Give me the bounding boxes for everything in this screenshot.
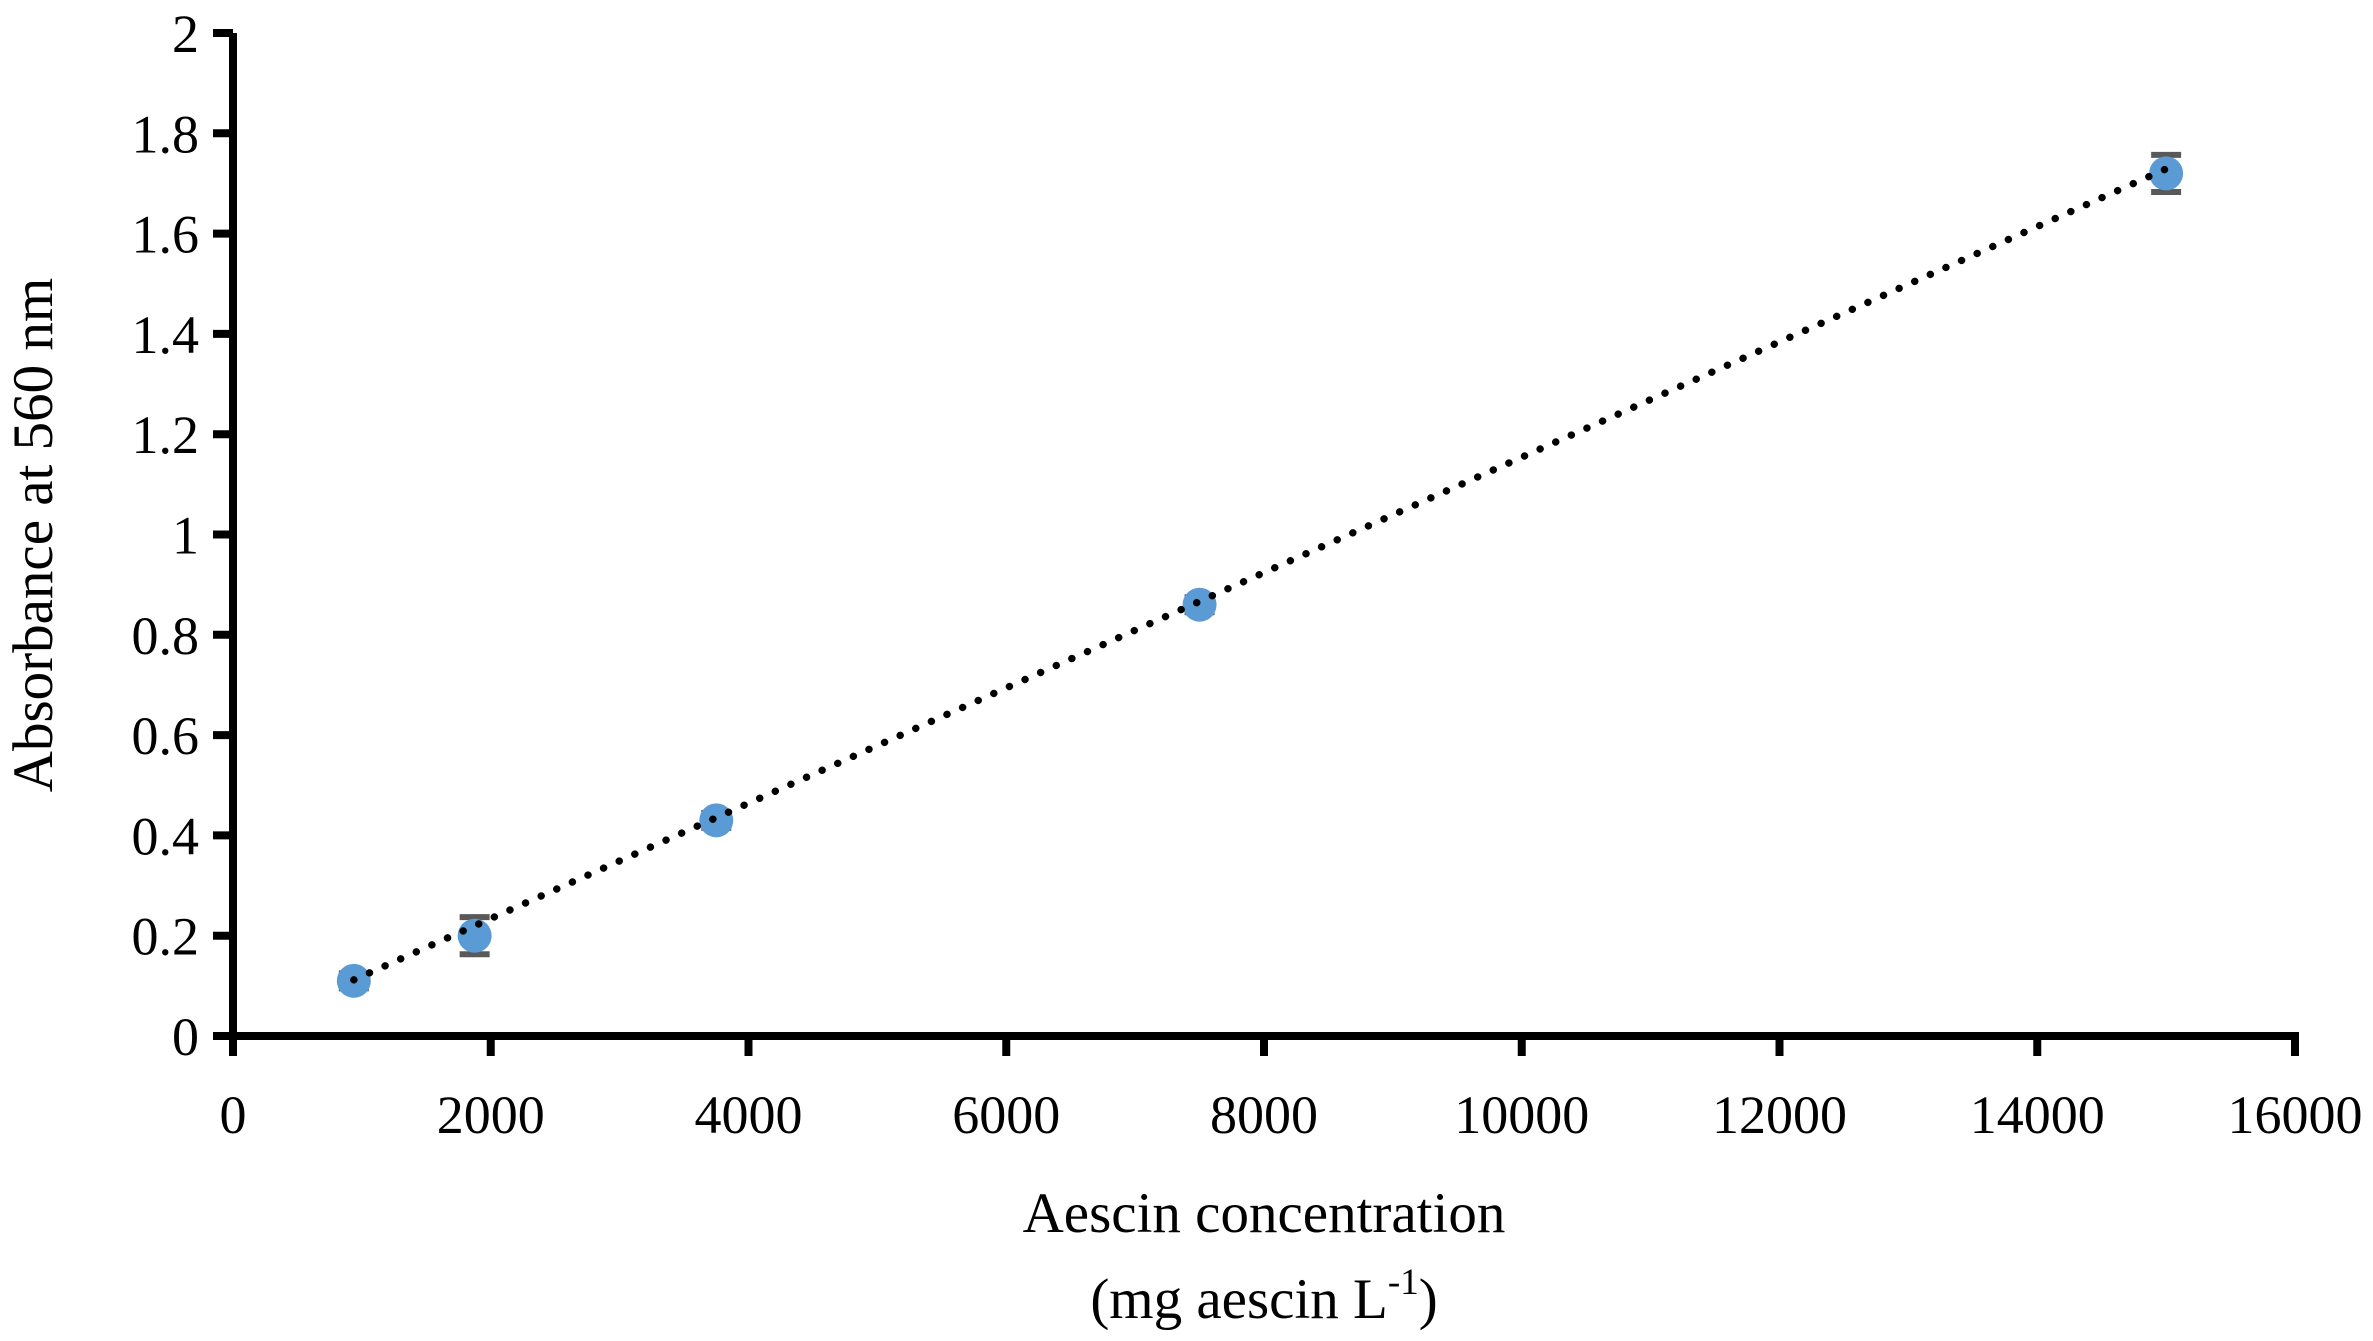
y-tick-label: 1.2 — [132, 405, 200, 465]
x-tick-label: 12000 — [1712, 1085, 1847, 1145]
x-tick-label: 14000 — [1970, 1085, 2105, 1145]
y-tick-label: 1.6 — [132, 205, 200, 265]
x-tick-label: 6000 — [952, 1085, 1060, 1145]
data-point-marker — [2149, 156, 2184, 191]
y-tick-label: 2 — [172, 4, 199, 64]
y-tick-label: 1.4 — [132, 305, 200, 365]
x-axis-title-line2: (mg aescin L-1) — [1090, 1262, 1437, 1331]
x-tick-label: 10000 — [1454, 1085, 1589, 1145]
y-axis-title: Absorbance at 560 nm — [2, 278, 65, 792]
x-tick-label: 2000 — [437, 1085, 545, 1145]
y-tick-label: 0 — [172, 1007, 199, 1067]
x-axis-unit-suffix: ) — [1419, 1268, 1438, 1331]
y-tick-label: 0.2 — [132, 907, 200, 967]
axes — [213, 29, 2299, 1056]
x-tick-label: 4000 — [695, 1085, 803, 1145]
y-tick-label: 0.4 — [132, 806, 200, 866]
chart-generated-content: 0 2000 4000 6000 8000 10000 12000 14000 16000 0 0.… — [132, 4, 2363, 1145]
y-tick-label: 1.8 — [132, 104, 200, 164]
x-tick-label: 0 — [220, 1085, 247, 1145]
x-tick-label: 16000 — [2228, 1085, 2363, 1145]
y-tick-label: 1 — [172, 506, 199, 566]
x-axis-title-line1: Aescin concentration — [1023, 1182, 1506, 1245]
data-point-marker — [457, 918, 492, 953]
y-tick-label: 0.6 — [132, 706, 200, 766]
tick-labels: 0 2000 4000 6000 8000 10000 12000 14000 16000 0 0.… — [132, 4, 2363, 1145]
x-tick-label: 8000 — [1210, 1085, 1318, 1145]
y-tick-label: 0.8 — [132, 606, 200, 666]
x-axis-unit-superscript: -1 — [1388, 1262, 1419, 1303]
trendline — [350, 165, 2170, 984]
x-axis-unit-prefix: (mg aescin L — [1090, 1268, 1388, 1331]
